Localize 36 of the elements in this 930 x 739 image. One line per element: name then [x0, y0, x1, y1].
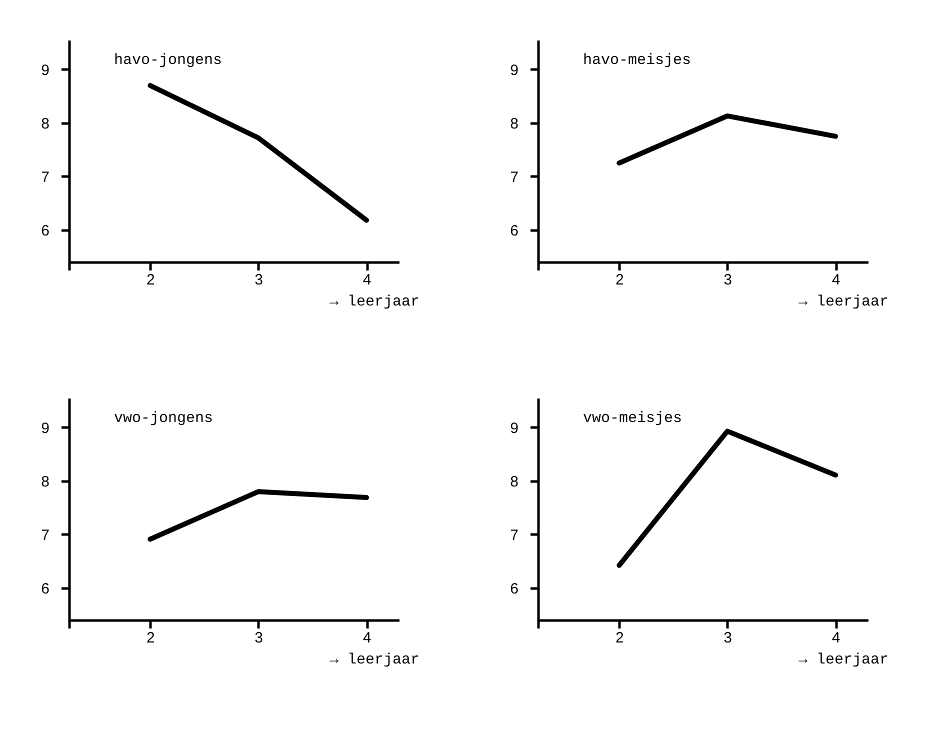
x-tick-label: 3: [254, 272, 264, 288]
x-axis-title: → leerjaar: [329, 652, 420, 668]
y-tick-label: 9: [510, 420, 518, 437]
text: vwo-jongens: [114, 410, 214, 427]
x-tick-label: 2: [146, 630, 155, 646]
x-axis-title: → leerjaar: [798, 294, 888, 310]
y-tick-label: 7: [510, 168, 518, 186]
y-tick-label: 9: [510, 62, 518, 79]
y-tick-label: 6: [510, 580, 518, 598]
text: vwo-meisjes: [583, 410, 682, 427]
y-tick-label: 8: [41, 115, 50, 132]
y-tick-label: 7: [41, 168, 50, 186]
y-tick-label: 8: [41, 473, 50, 490]
x-tick-label: 2: [615, 630, 624, 646]
y-tick-label: 8: [510, 115, 518, 132]
text: havo-meisjes: [583, 52, 692, 69]
y-tick-label: 7: [510, 526, 518, 544]
y-tick-label: 6: [41, 222, 50, 240]
x-tick-label: 4: [832, 630, 840, 646]
x-tick-label: 4: [832, 272, 840, 288]
x-tick-label: 2: [146, 272, 155, 288]
x-tick-label: 3: [254, 630, 264, 646]
x-tick-label: 4: [362, 630, 372, 646]
y-tick-label: 7: [41, 526, 50, 544]
x-axis-title: → leerjaar: [798, 652, 888, 668]
y-tick-label: 6: [41, 580, 50, 598]
x-axis-title: → leerjaar: [329, 294, 420, 310]
y-tick-label: 9: [41, 420, 50, 437]
x-tick-label: 3: [724, 630, 732, 646]
y-tick-label: 8: [510, 473, 518, 490]
x-tick-label: 2: [615, 272, 624, 288]
text: havo-jongens: [114, 52, 222, 69]
y-tick-label: 6: [510, 222, 518, 240]
y-tick-label: 9: [41, 62, 50, 79]
x-tick-label: 3: [724, 272, 732, 288]
x-tick-label: 4: [362, 272, 372, 288]
